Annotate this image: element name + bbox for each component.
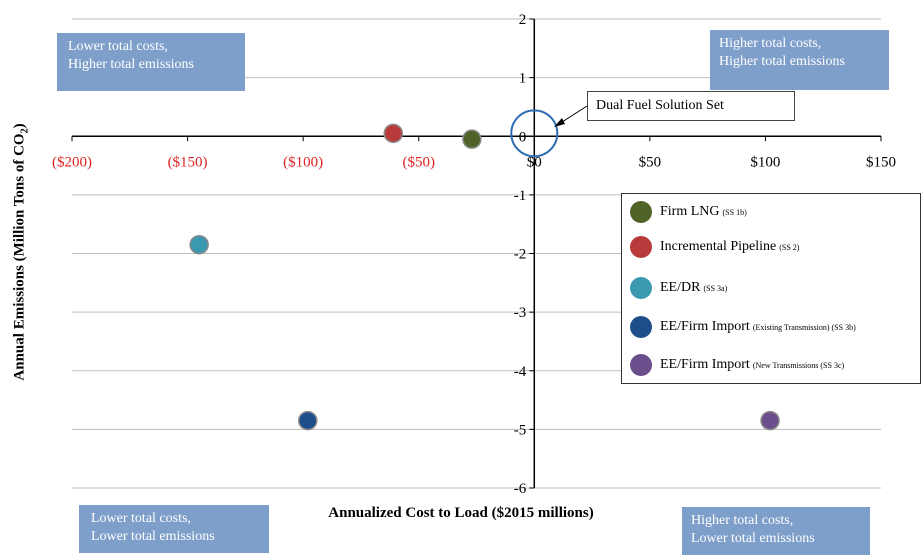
data-point xyxy=(760,410,780,431)
y-tick-label: -1 xyxy=(514,188,527,204)
y-tick-label: 2 xyxy=(519,12,527,28)
data-point xyxy=(462,129,482,149)
legend: Firm LNG (SS 1b) Incremental Pipeline (S… xyxy=(621,193,921,384)
legend-label: EE/DR xyxy=(660,280,701,295)
y-axis-label-tail: ) xyxy=(11,123,28,129)
legend-marker xyxy=(630,316,652,338)
y-tick-label: -3 xyxy=(514,305,527,321)
callout-arrow-head xyxy=(554,118,565,127)
legend-item: Firm LNG (SS 1b) xyxy=(630,200,747,224)
y-axis-label-text: Annual Emissions (Million Tons of CO xyxy=(11,133,28,381)
y-tick-label: -6 xyxy=(514,481,527,497)
x-axis-label-text: Annualized Cost to Load ($2015 millions) xyxy=(328,505,594,521)
y-tick-label: 1 xyxy=(519,71,527,87)
legend-suffix: (Existing Transmission) (SS 3b) xyxy=(752,322,856,332)
legend-item: Incremental Pipeline (SS 2) xyxy=(630,235,799,259)
data-point xyxy=(298,410,318,431)
legend-marker xyxy=(630,201,652,223)
x-tick-label: ($150) xyxy=(168,154,208,170)
solution-set-circle xyxy=(510,109,559,158)
legend-suffix: (New Transmissions (SS 3c) xyxy=(752,360,845,370)
quadrant-label-bottom-left: Lower total costs, Lower total emissions xyxy=(79,505,269,553)
legend-label: Incremental Pipeline xyxy=(660,239,777,254)
callout-arrow-line xyxy=(558,105,588,125)
legend-label: Firm LNG xyxy=(660,204,720,219)
quadrant-text: Higher total emissions xyxy=(719,54,845,69)
legend-item: EE/DR (SS 3a) xyxy=(630,276,727,300)
callout-text: Dual Fuel Solution Set xyxy=(596,98,724,113)
quadrant-text: Higher total emissions xyxy=(68,57,194,72)
quadrant-label-bottom-right: Higher total costs, Lower total emission… xyxy=(682,507,870,555)
legend-label: EE/Firm Import xyxy=(660,319,750,334)
y-tick-label: -4 xyxy=(514,364,527,380)
quadrant-text: Higher total costs, xyxy=(691,513,794,528)
legend-suffix: (SS 1b) xyxy=(722,207,747,217)
legend-suffix: (SS 3a) xyxy=(703,283,728,293)
x-tick-label: $0 xyxy=(527,154,542,170)
legend-marker xyxy=(630,354,652,376)
y-tick-label: 0 xyxy=(519,129,527,145)
quadrant-label-top-left: Lower total costs, Higher total emission… xyxy=(57,33,245,91)
quadrant-text: Lower total emissions xyxy=(691,531,815,546)
y-tick-label: -5 xyxy=(514,422,527,438)
callout-box: Dual Fuel Solution Set xyxy=(587,91,795,121)
data-point xyxy=(189,234,209,255)
x-tick-label: ($200) xyxy=(52,154,92,170)
y-tick-label: -2 xyxy=(514,247,527,263)
legend-suffix: (SS 2) xyxy=(779,242,800,252)
legend-item: EE/Firm Import (New Transmissions (SS 3c… xyxy=(630,353,844,377)
legend-marker xyxy=(630,277,652,299)
legend-label: EE/Firm Import xyxy=(660,357,750,372)
x-tick-label: ($100) xyxy=(283,154,323,170)
quadrant-text: Higher total costs, xyxy=(719,36,822,51)
x-axis-label: Annualized Cost to Load ($2015 millions) xyxy=(0,505,922,522)
y-axis-label-subscript: 2 xyxy=(19,128,31,134)
quadrant-text: Lower total costs, xyxy=(68,39,168,54)
quadrant-text: Lower total emissions xyxy=(91,529,215,544)
x-tick-label: $100 xyxy=(750,154,780,170)
x-tick-label: ($50) xyxy=(402,154,435,170)
y-axis-label: Annual Emissions (Million Tons of CO2) xyxy=(12,123,31,380)
quadrant-text: Lower total costs, xyxy=(91,511,191,526)
legend-item: EE/Firm Import (Existing Transmission) (… xyxy=(630,315,856,339)
x-tick-label: $50 xyxy=(639,154,662,170)
x-tick-label: $150 xyxy=(866,154,896,170)
legend-marker xyxy=(630,236,652,258)
quadrant-label-top-right: Higher total costs, Higher total emissio… xyxy=(710,30,889,90)
data-point xyxy=(383,123,404,144)
